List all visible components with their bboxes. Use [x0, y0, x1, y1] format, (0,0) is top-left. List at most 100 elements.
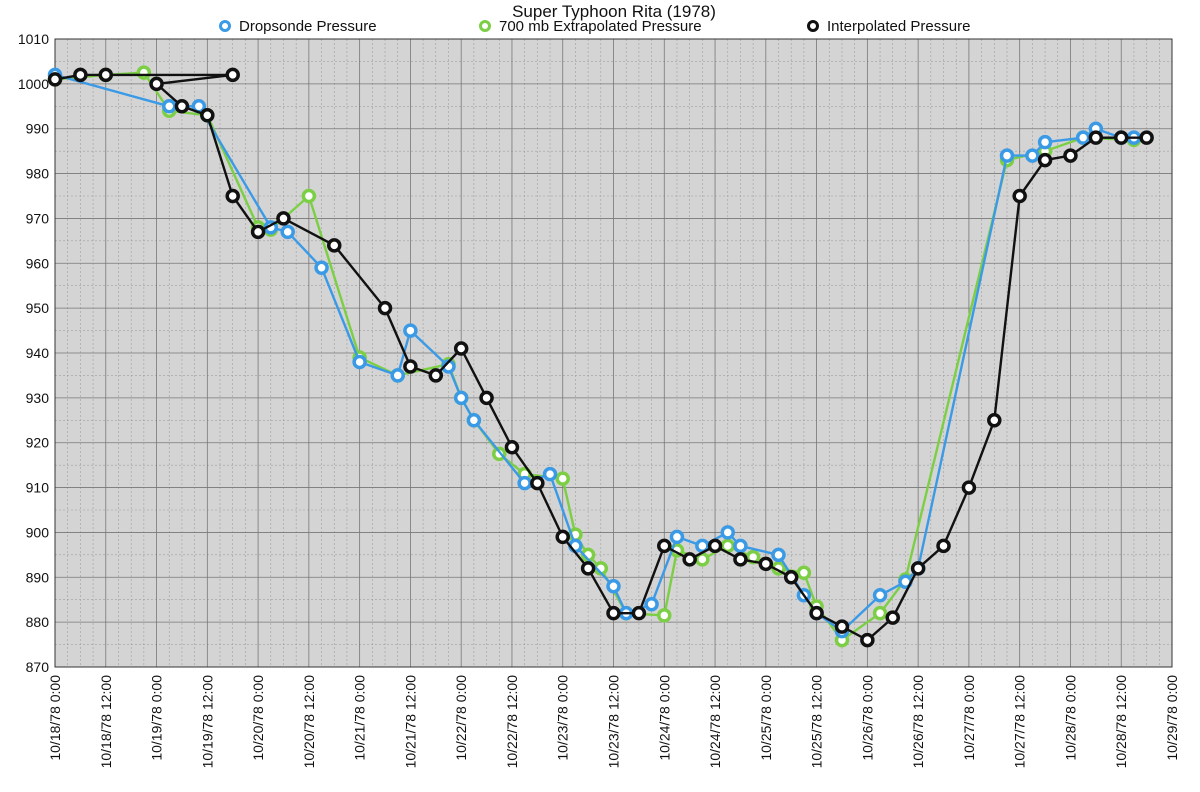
series-layer [47, 65, 1154, 648]
x-tick-label: 10/25/78 0:00 [758, 675, 774, 761]
x-tick-label: 10/21/78 0:00 [352, 675, 368, 761]
data-point [453, 390, 469, 406]
data-point [606, 605, 621, 621]
data-point [428, 368, 444, 383]
x-tick-label: 10/18/78 0:00 [47, 675, 63, 761]
data-point [250, 224, 266, 240]
data-point [961, 480, 977, 495]
y-tick-label: 1010 [18, 31, 49, 47]
y-axis-ticks: 870 880 890 900 910 920 930 940 950 960 970 980 990 1… [18, 31, 49, 675]
data-point [720, 525, 735, 540]
data-point [352, 354, 367, 370]
x-tick-label: 10/22/78 12:00 [504, 675, 520, 769]
x-axis-ticks: 10/18/78 0:00 10/18/78 12:00 10/19/78 0:00… [47, 675, 1180, 769]
data-point [301, 188, 317, 204]
x-tick-label: 10/28/78 12:00 [1113, 675, 1129, 769]
legend-marker [807, 20, 819, 32]
data-point [1012, 188, 1027, 204]
y-tick-label: 930 [26, 390, 50, 406]
data-point [1075, 130, 1091, 145]
data-point [987, 413, 1002, 428]
x-tick-label: 10/24/78 0:00 [656, 675, 672, 761]
data-point [657, 608, 672, 623]
x-tick-label: 10/19/78 12:00 [199, 675, 215, 769]
data-point [999, 148, 1015, 163]
data-point [1037, 134, 1053, 150]
data-point [910, 561, 926, 576]
data-point [644, 596, 659, 612]
data-point [225, 188, 240, 204]
x-tick-label: 10/23/78 0:00 [555, 675, 571, 761]
chart-title: Super Typhoon Rita (1978) [512, 2, 716, 21]
data-point [530, 475, 545, 491]
x-tick-label: 10/26/78 12:00 [910, 675, 926, 769]
legend-marker [219, 20, 231, 32]
data-point [479, 390, 494, 406]
data-point [149, 76, 164, 92]
x-tick-label: 10/27/78 12:00 [1012, 675, 1028, 769]
legend: Dropsonde Pressure 700 mb Extrapolated Pr… [219, 18, 970, 35]
data-point [936, 538, 951, 554]
data-point [1025, 148, 1040, 163]
data-point [403, 359, 418, 374]
data-point [707, 538, 723, 554]
data-point [517, 475, 532, 491]
x-tick-label: 10/23/78 12:00 [606, 675, 622, 769]
data-point [733, 538, 748, 554]
data-point [403, 323, 418, 338]
data-point [542, 466, 558, 482]
data-point [758, 556, 774, 572]
data-point [809, 605, 824, 621]
data-point [314, 260, 329, 276]
y-tick-label: 880 [26, 614, 50, 630]
data-point [860, 632, 875, 648]
data-point [1088, 130, 1104, 145]
data-point [872, 605, 888, 621]
legend-label: 700 mb Extrapolated Pressure [499, 18, 702, 35]
data-point [580, 561, 596, 576]
data-point [377, 300, 393, 316]
data-point [631, 605, 647, 621]
data-point [466, 413, 482, 428]
data-point [834, 619, 850, 634]
data-point [885, 610, 900, 625]
data-point [453, 341, 469, 356]
x-tick-label: 10/19/78 0:00 [149, 675, 165, 761]
data-point [872, 587, 888, 603]
series-line [54, 73, 1147, 642]
data-point [73, 67, 88, 83]
data-point [47, 72, 63, 87]
legend-label: Interpolated Pressure [827, 18, 970, 35]
y-tick-label: 920 [26, 435, 50, 451]
data-point [225, 67, 240, 83]
data-point [657, 538, 672, 554]
data-point [276, 211, 291, 226]
data-point [555, 471, 570, 486]
data-point [555, 529, 570, 545]
y-tick-label: 960 [26, 255, 50, 271]
x-tick-label: 10/20/78 12:00 [301, 675, 317, 769]
y-tick-label: 910 [26, 480, 50, 496]
data-point [606, 579, 621, 594]
y-tick-label: 900 [26, 524, 50, 540]
y-tick-label: 980 [26, 166, 50, 182]
y-tick-label: 970 [26, 210, 50, 226]
x-tick-label: 10/20/78 0:00 [250, 675, 266, 761]
y-tick-label: 940 [26, 345, 50, 361]
x-tick-label: 10/22/78 0:00 [453, 675, 469, 761]
x-tick-label: 10/26/78 0:00 [859, 675, 875, 761]
data-point [682, 552, 697, 567]
x-tick-label: 10/29/78 0:00 [1164, 675, 1180, 761]
x-tick-label: 10/21/78 12:00 [402, 675, 418, 769]
data-point [796, 565, 812, 581]
data-point [771, 547, 786, 563]
x-tick-label: 10/24/78 12:00 [707, 675, 723, 769]
data-point [280, 224, 295, 240]
plot-frame [54, 38, 1173, 668]
data-point [1037, 152, 1053, 168]
x-tick-label: 10/27/78 0:00 [961, 675, 977, 761]
series-2 [47, 67, 1154, 648]
data-point [1113, 130, 1129, 145]
x-tick-label: 10/25/78 12:00 [809, 675, 825, 769]
